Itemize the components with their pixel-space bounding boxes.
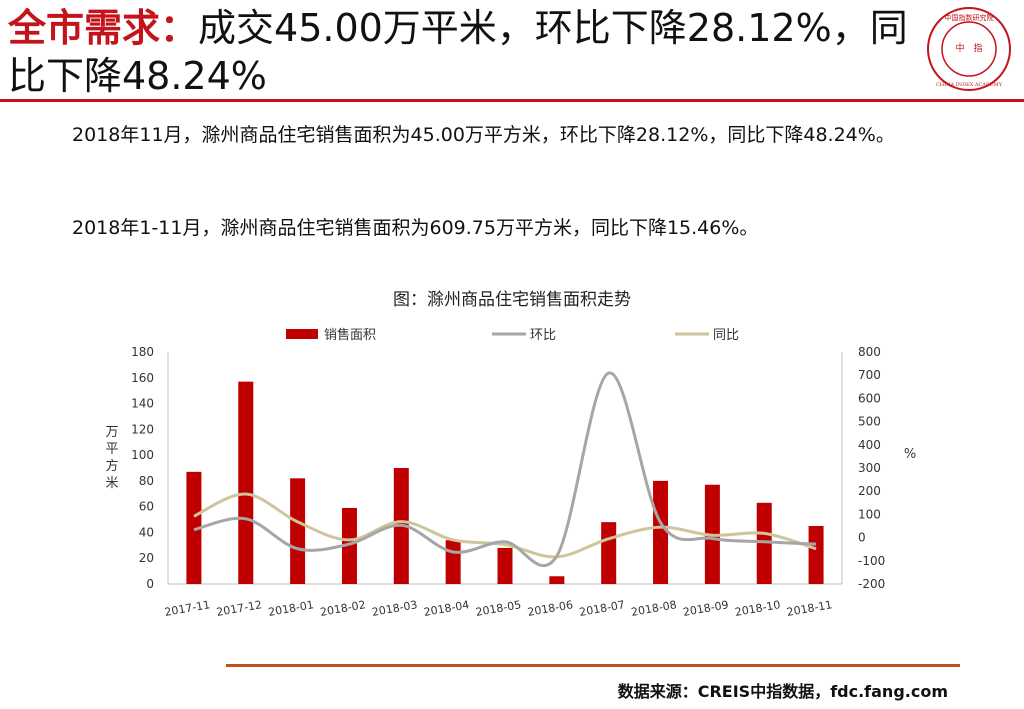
left-tick-label: 40 [139,525,154,539]
page-title: 全市需求：成交45.00万平米，环比下降28.12%，同比下降48.24% [8,4,908,100]
line-series-yoy [193,492,817,559]
x-tick-label: 2018-03 [371,598,419,619]
right-tick-label: 100 [858,507,881,521]
footer-divider [226,664,960,667]
bar-2018-08 [653,480,669,584]
right-tick-label: 500 [858,415,881,429]
bar-2017-11 [186,471,202,584]
x-tick-label: 2018-08 [630,598,678,619]
y-right-axis-label: % [904,447,916,462]
legend-swatch-销售面积 [286,329,318,339]
x-tick-label: 2018-10 [734,598,782,619]
bar-2018-01 [290,478,306,584]
bar-2018-04 [445,540,461,584]
right-tick-label: 0 [858,531,866,545]
title-rest: 成交45.00万平米，环比下降28.12%，同比下降48.24% [8,6,908,98]
chart-title: 图：滁州商品住宅销售面积走势 [393,290,631,310]
right-tick-label: 200 [858,484,881,498]
logo-ring-text: CHINA INDEX ACADEMY [936,82,1003,88]
x-tick-label: 2018-11 [786,598,834,619]
bar-2018-02 [341,507,357,584]
bar-2018-05 [497,547,513,584]
right-tick-label: 800 [858,345,881,359]
left-tick-label: 0 [146,577,154,591]
legend-label-同比: 同比 [713,328,739,343]
left-tick-label: 140 [131,397,154,411]
line-series-mom [193,371,817,567]
bar-2018-11 [808,526,824,584]
right-tick-label: -100 [858,554,885,568]
paragraph-ytd: 2018年1-11月，滁州商品住宅销售面积为609.75万平方米，同比下降15.… [72,217,759,239]
x-tick-label: 2018-01 [267,598,315,619]
sales-area-chart: 0 20 40 60 80 100 120 140 160 180 -200 -100 0 100 200 3… [105,327,916,619]
logo-center-text-2: 指 [973,42,982,54]
legend-label-环比: 环比 [530,328,556,343]
right-tick-label: 300 [858,461,881,475]
right-tick-label: 600 [858,391,881,405]
left-tick-label: 20 [139,551,154,565]
logo-center-text-1: 中 [955,42,964,54]
left-tick-label: 100 [131,448,154,462]
left-tick-label: 160 [131,371,154,385]
right-tick-label: 700 [858,368,881,382]
y-left-axis-label-char: 米 [105,476,118,491]
x-tick-label: 2018-05 [475,598,523,619]
title-highlight: 全市需求： [8,6,199,50]
legend-label-销售面积: 销售面积 [324,327,376,343]
right-tick-label: 400 [858,438,881,452]
x-tick-label: 2017-11 [164,598,212,619]
left-tick-label: 180 [131,345,154,359]
x-tick-label: 2018-06 [526,598,574,619]
x-tick-label: 2017-12 [215,598,263,619]
right-tick-label: -200 [858,577,885,591]
bar-2018-06 [549,576,565,584]
y-left-axis-label-char: 万 [105,425,118,440]
x-tick-label: 2018-07 [578,598,626,619]
paragraph-monthly: 2018年11月，滁州商品住宅销售面积为45.00万平方米，环比下降28.12%… [72,124,895,146]
data-source: 数据来源：CREIS中指数据，fdc.fang.com [617,682,948,701]
bar-2017-12 [238,381,254,584]
x-tick-label: 2018-09 [682,598,730,619]
left-tick-label: 60 [139,500,154,514]
x-tick-label: 2018-02 [319,598,367,619]
left-tick-label: 120 [131,422,154,436]
bar-2018-10 [756,502,772,584]
x-tick-label: 2018-04 [423,598,471,619]
y-left-axis-label-char: 平 [105,442,118,457]
logo-top-text: 中国指数研究院 [945,13,994,22]
y-left-axis-label-char: 方 [105,458,118,474]
bar-2018-07 [601,522,617,584]
header-divider [0,99,1024,102]
china-index-academy-logo: 中国指数研究院 中 指 CHINA INDEX ACADEMY [927,7,1011,91]
left-tick-label: 80 [139,474,154,488]
